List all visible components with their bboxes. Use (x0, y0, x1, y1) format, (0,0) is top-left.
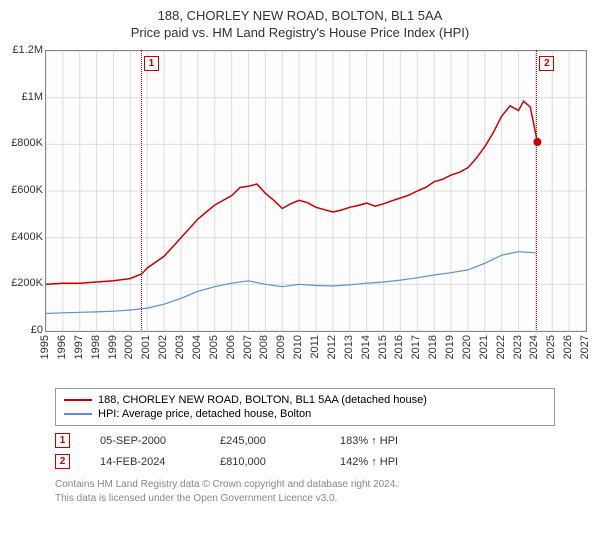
x-tick-label: 2000 (123, 335, 135, 359)
x-tick-label: 2020 (461, 335, 473, 359)
chart-container: 188, CHORLEY NEW ROAD, BOLTON, BL1 5AA P… (0, 0, 600, 505)
x-tick-label: 2011 (309, 335, 321, 359)
x-tick-label: 2004 (191, 335, 203, 359)
x-tick-label: 1996 (56, 335, 68, 359)
x-tick-label: 2023 (512, 335, 524, 359)
marker-line (141, 50, 142, 330)
legend-row: 188, CHORLEY NEW ROAD, BOLTON, BL1 5AA (… (64, 393, 546, 407)
marker-box-2: 2 (539, 56, 554, 71)
transaction-delta: 142% ↑ HPI (340, 456, 430, 468)
transaction-marker: 1 (55, 433, 70, 448)
transaction-date: 05-SEP-2000 (100, 435, 190, 447)
x-tick-label: 2025 (545, 335, 557, 359)
x-tick-label: 2024 (528, 335, 540, 359)
x-tick-label: 2007 (242, 335, 254, 359)
transaction-price: £810,000 (220, 456, 310, 468)
y-tick-label: £800K (11, 137, 43, 149)
x-tick-label: 2002 (157, 335, 169, 359)
transaction-marker: 2 (55, 454, 70, 469)
x-tick-label: 2001 (140, 335, 152, 359)
title-main: 188, CHORLEY NEW ROAD, BOLTON, BL1 5AA (0, 8, 600, 23)
x-tick-label: 2005 (208, 335, 220, 359)
x-tick-label: 2009 (275, 335, 287, 359)
footer-line-1: Contains HM Land Registry data © Crown c… (55, 478, 590, 492)
y-tick-label: £400K (11, 231, 43, 243)
x-tick-label: 2006 (225, 335, 237, 359)
plot-wrap: £0£200K£400K£600K£800K£1M£1.2M1995199619… (35, 50, 595, 380)
x-tick-label: 2018 (427, 335, 439, 359)
legend-swatch (64, 413, 92, 415)
x-tick-label: 2014 (360, 335, 372, 359)
titles: 188, CHORLEY NEW ROAD, BOLTON, BL1 5AA P… (0, 0, 600, 44)
footer-note: Contains HM Land Registry data © Crown c… (55, 478, 590, 505)
legend: 188, CHORLEY NEW ROAD, BOLTON, BL1 5AA (… (55, 388, 555, 426)
footer-line-2: This data is licensed under the Open Gov… (55, 492, 590, 506)
transaction-delta: 183% ↑ HPI (340, 435, 430, 447)
legend-swatch (64, 399, 92, 401)
x-tick-label: 2027 (579, 335, 591, 359)
legend-row: HPI: Average price, detached house, Bolt… (64, 407, 546, 421)
x-tick-label: 2013 (343, 335, 355, 359)
x-tick-label: 2019 (444, 335, 456, 359)
x-tick-label: 2017 (410, 335, 422, 359)
marker-box-1: 1 (144, 56, 159, 71)
x-tick-label: 2008 (258, 335, 270, 359)
x-tick-label: 2003 (174, 335, 186, 359)
plot-area (45, 50, 587, 332)
transactions-table: 1 05-SEP-2000 £245,000 183% ↑ HPI 2 14-FEB-20… (55, 430, 555, 472)
marker-line (536, 50, 537, 330)
legend-label: HPI: Average price, detached house, Bolt… (98, 408, 311, 420)
transaction-row: 1 05-SEP-2000 £245,000 183% ↑ HPI (55, 430, 555, 451)
y-tick-label: £200K (11, 277, 43, 289)
x-tick-label: 2010 (292, 335, 304, 359)
x-tick-label: 2016 (393, 335, 405, 359)
title-sub: Price paid vs. HM Land Registry's House … (0, 25, 600, 40)
x-tick-label: 2026 (562, 335, 574, 359)
x-tick-label: 2012 (326, 335, 338, 359)
x-tick-label: 1997 (73, 335, 85, 359)
x-tick-label: 2021 (478, 335, 490, 359)
x-tick-label: 1995 (39, 335, 51, 359)
transaction-price: £245,000 (220, 435, 310, 447)
series-svg (46, 51, 586, 331)
y-tick-label: £1M (22, 91, 43, 103)
x-tick-label: 1998 (90, 335, 102, 359)
legend-label: 188, CHORLEY NEW ROAD, BOLTON, BL1 5AA (… (98, 394, 427, 406)
x-tick-label: 2015 (377, 335, 389, 359)
x-tick-label: 1999 (107, 335, 119, 359)
transaction-date: 14-FEB-2024 (100, 456, 190, 468)
y-tick-label: £1.2M (12, 44, 43, 56)
x-tick-label: 2022 (495, 335, 507, 359)
y-tick-label: £600K (11, 184, 43, 196)
transaction-row: 2 14-FEB-2024 £810,000 142% ↑ HPI (55, 451, 555, 472)
